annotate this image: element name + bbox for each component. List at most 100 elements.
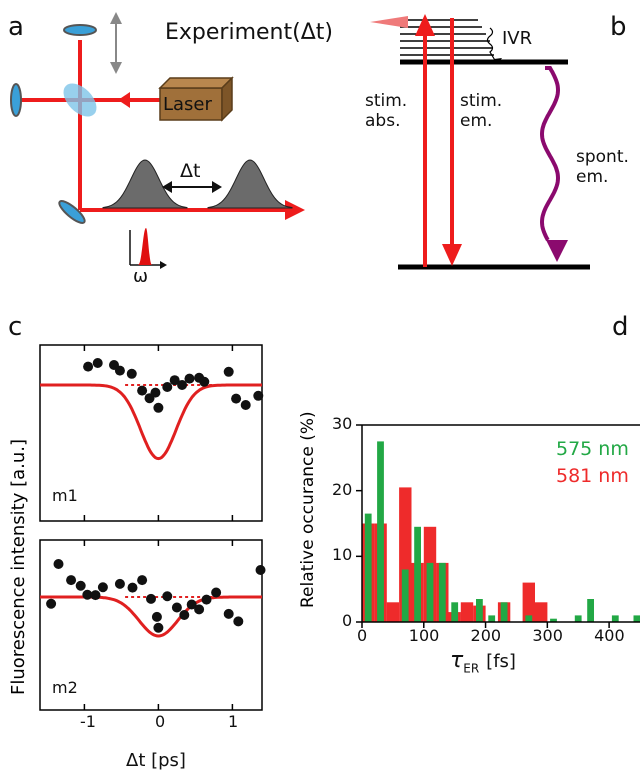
data-point: [150, 387, 161, 398]
spectrum-peak-icon: [138, 228, 152, 265]
panel-d-xlabel: τER [fs]: [450, 648, 516, 676]
pulse-2-icon: [207, 159, 293, 209]
fit-curve: [40, 383, 262, 461]
panel-label-b: b: [610, 12, 627, 42]
d-xtick-label: 100: [408, 626, 440, 645]
data-point: [114, 365, 125, 376]
top-mirror-icon: [63, 24, 97, 36]
bar-575nm: [633, 615, 640, 622]
d-xtick-label: 0: [357, 626, 368, 645]
data-point: [186, 599, 197, 610]
data-point: [90, 590, 101, 601]
data-point: [162, 382, 173, 392]
d-ytick-label: 0: [342, 611, 353, 630]
data-point: [66, 575, 77, 586]
d-xtick-label: 300: [532, 626, 563, 645]
legend-575: 575 nm: [556, 438, 629, 460]
data-point: [82, 589, 93, 600]
data-point: [114, 578, 125, 589]
data-point: [194, 604, 205, 615]
fit-curve: [40, 595, 262, 638]
data-point: [211, 587, 222, 598]
bar-581nm: [535, 602, 548, 622]
d-xtick-label: 400: [594, 626, 625, 645]
subplot-m2-frame: [39, 539, 263, 711]
data-point: [127, 582, 138, 593]
data-point: [151, 611, 162, 622]
bar-575nm: [488, 615, 496, 622]
bar-575nm: [611, 615, 619, 622]
data-point: [162, 591, 173, 602]
spont-em-arrow: [539, 66, 561, 241]
data-point: [184, 373, 195, 384]
left-mirror-icon: [10, 83, 22, 117]
data-point: [126, 368, 137, 379]
experiment-title: Experiment(Δt): [165, 20, 333, 45]
data-point: [231, 393, 242, 404]
panel-d-ylabel: Relative occurance (%): [298, 411, 318, 608]
excitation-pulse-icon: [370, 16, 408, 28]
data-point: [223, 608, 234, 619]
output-arrowhead: [285, 200, 305, 220]
panel-label-d: d: [612, 312, 629, 342]
bar-575nm: [414, 526, 421, 622]
c-xtick-neg1: -1: [80, 712, 96, 731]
data-point: [137, 385, 148, 396]
data-point: [83, 361, 94, 372]
bar-575nm: [377, 441, 384, 622]
delay-label: Δt: [180, 160, 201, 182]
pulse-1-icon: [102, 159, 188, 209]
beamsplitter-icon: [63, 83, 97, 117]
bar-575nm: [476, 599, 483, 622]
bar-575nm: [401, 569, 409, 622]
c-xtick-0: 0: [155, 712, 166, 731]
subplot-m2-label: m2: [52, 678, 78, 697]
d-xtick-label: 200: [470, 626, 502, 645]
subplot-m1-frame: [39, 344, 263, 522]
data-point: [253, 390, 264, 401]
subplot-m1-label: m1: [52, 486, 78, 505]
data-point: [255, 565, 266, 575]
ivr-label: IVR: [502, 28, 533, 49]
data-point: [177, 380, 188, 390]
panel-label-c: c: [8, 312, 23, 342]
panel-c-xlabel: Δt [ps]: [126, 750, 186, 771]
stim-em-label: stim. em.: [460, 91, 503, 131]
data-point: [199, 376, 210, 387]
d-ytick-label: 20: [332, 479, 353, 499]
data-point: [137, 575, 148, 586]
data-point: [92, 358, 103, 368]
data-point: [97, 582, 108, 593]
d-ytick-label: 10: [332, 545, 353, 565]
d-ytick-label: 30: [332, 414, 353, 433]
vibrational-levels: [400, 19, 494, 56]
laser-arrowhead: [118, 92, 130, 108]
data-point: [240, 400, 251, 410]
bar-575nm: [587, 599, 594, 622]
bar-575nm: [364, 513, 372, 622]
data-point: [46, 598, 57, 609]
bar-575nm: [500, 602, 508, 622]
data-point: [153, 402, 164, 413]
bar-581nm: [522, 582, 535, 622]
spont-em-label: spont. em.: [576, 147, 629, 187]
data-point: [179, 610, 190, 620]
bar-575nm: [426, 562, 434, 622]
data-point: [171, 602, 182, 613]
data-point: [146, 593, 156, 604]
bar-575nm: [451, 602, 459, 622]
panel-label-a: a: [8, 12, 24, 42]
laser-label: Laser: [163, 94, 212, 115]
bar-581nm: [460, 602, 474, 622]
stim-abs-label: stim. abs.: [365, 91, 408, 131]
bar-575nm: [550, 618, 557, 622]
legend-581: 581 nm: [556, 465, 629, 487]
data-point: [153, 622, 164, 633]
data-point: [75, 580, 86, 591]
omega-label: ω: [133, 266, 149, 287]
data-point: [53, 559, 64, 569]
ivr-arrow-icon: [486, 27, 497, 63]
